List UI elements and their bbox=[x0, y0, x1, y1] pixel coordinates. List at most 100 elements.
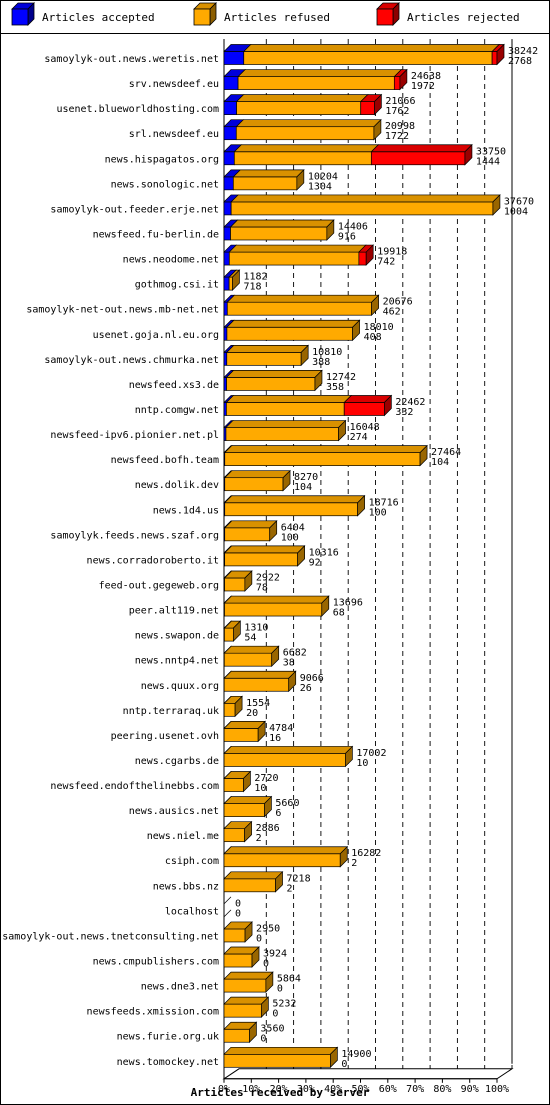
accepted-label: 742 bbox=[377, 257, 395, 268]
x-tick-label: 90% bbox=[461, 1084, 479, 1095]
bar-segment-top bbox=[223, 670, 297, 679]
server-name: samoylyk-out.news.chmurka.net bbox=[44, 355, 219, 366]
bar-segment bbox=[237, 76, 395, 90]
server-name: news.cmpublishers.com bbox=[93, 957, 219, 968]
total-label: 17002 bbox=[356, 748, 386, 759]
server-name: news.bbs.nz bbox=[153, 881, 219, 892]
server-name: gothmog.csi.it bbox=[135, 280, 219, 291]
total-label: 18716 bbox=[369, 497, 399, 508]
bar-side bbox=[321, 595, 330, 617]
bar-segment-top bbox=[242, 44, 500, 52]
bar-segment bbox=[223, 1003, 262, 1018]
server-name: nntp.comgw.net bbox=[135, 405, 219, 416]
total-label: 3560 bbox=[260, 1024, 284, 1035]
bar-segment bbox=[370, 151, 466, 166]
bar-segment-top bbox=[226, 294, 380, 303]
bar-segment bbox=[232, 176, 298, 191]
x-tick-label: 0% bbox=[218, 1084, 230, 1095]
bar-segment-top bbox=[223, 520, 278, 529]
chart-legend: Articles accepted Articles refused Article… bbox=[11, 2, 520, 26]
legend-label: Articles refused bbox=[224, 11, 330, 24]
bar-segment bbox=[223, 176, 234, 191]
total-label: 13696 bbox=[333, 598, 363, 609]
empty-bar-edge bbox=[223, 896, 232, 905]
accepted-label: 358 bbox=[326, 382, 344, 393]
accepted-label: 408 bbox=[364, 332, 382, 343]
accepted-label: 104 bbox=[294, 482, 312, 493]
total-label: 3924 bbox=[263, 949, 287, 960]
x-tick-label: 100% bbox=[485, 1084, 509, 1095]
bar-side bbox=[300, 344, 309, 367]
bar-side bbox=[233, 620, 241, 642]
legend-label: Articles rejected bbox=[407, 11, 520, 24]
bar-segment bbox=[223, 226, 231, 241]
bar-segment-top bbox=[235, 94, 369, 102]
bar-side bbox=[244, 820, 252, 843]
accepted-label: 0 bbox=[263, 959, 269, 970]
bar-segment bbox=[223, 828, 245, 843]
server-name: samoylyk-net-out.news.mb-net.net bbox=[26, 305, 219, 316]
accepted-label: 0 bbox=[256, 933, 262, 944]
total-label: 10316 bbox=[309, 547, 339, 558]
bar-segment bbox=[491, 51, 498, 65]
bar-segment bbox=[224, 602, 323, 617]
bar-segment bbox=[223, 251, 230, 266]
bar-segment bbox=[223, 351, 228, 366]
accepted-label: 1722 bbox=[385, 131, 409, 142]
total-label: 14406 bbox=[338, 221, 368, 232]
total-label: 1182 bbox=[243, 272, 267, 283]
server-name: srv.newsdeef.eu bbox=[129, 79, 219, 90]
server-name: news.swapon.de bbox=[135, 631, 219, 642]
accepted-label: 1762 bbox=[385, 106, 409, 117]
accepted-label: 78 bbox=[256, 582, 268, 593]
server-name: news.nntp4.net bbox=[135, 656, 219, 667]
bar-segment bbox=[223, 377, 227, 391]
legend-swatch bbox=[11, 8, 29, 26]
bar-segment-top bbox=[223, 495, 366, 504]
bar-segment-top bbox=[223, 796, 273, 804]
bar-side bbox=[330, 1046, 338, 1069]
total-label: 9066 bbox=[300, 673, 324, 684]
bar-segment-top bbox=[370, 144, 473, 153]
bar-segment bbox=[230, 226, 328, 241]
bar-segment bbox=[223, 702, 236, 717]
accepted-label: 54 bbox=[244, 633, 256, 644]
bar-segment-top bbox=[225, 370, 323, 378]
bar-segment bbox=[243, 51, 493, 65]
bar-segment-top bbox=[225, 420, 347, 428]
bar-side bbox=[249, 1021, 257, 1044]
bar-segment-top bbox=[223, 470, 291, 479]
accepted-label: 2 bbox=[351, 858, 357, 869]
bar-segment bbox=[343, 402, 385, 416]
total-label: 20676 bbox=[383, 297, 413, 308]
bar-segment bbox=[223, 878, 276, 893]
total-label: 27464 bbox=[431, 447, 461, 458]
x-tick-label: 70% bbox=[406, 1084, 424, 1095]
legend-item: Articles rejected bbox=[376, 2, 520, 26]
bar-segment-top bbox=[223, 445, 428, 453]
total-label: 22462 bbox=[395, 397, 425, 408]
server-name: news.ausics.net bbox=[129, 806, 219, 817]
server-name: peering.usenet.ovh bbox=[111, 731, 219, 742]
server-name: localhost bbox=[165, 906, 219, 917]
bar-side bbox=[464, 143, 473, 166]
bar-segment-top bbox=[223, 996, 270, 1005]
bar-side bbox=[399, 68, 408, 91]
